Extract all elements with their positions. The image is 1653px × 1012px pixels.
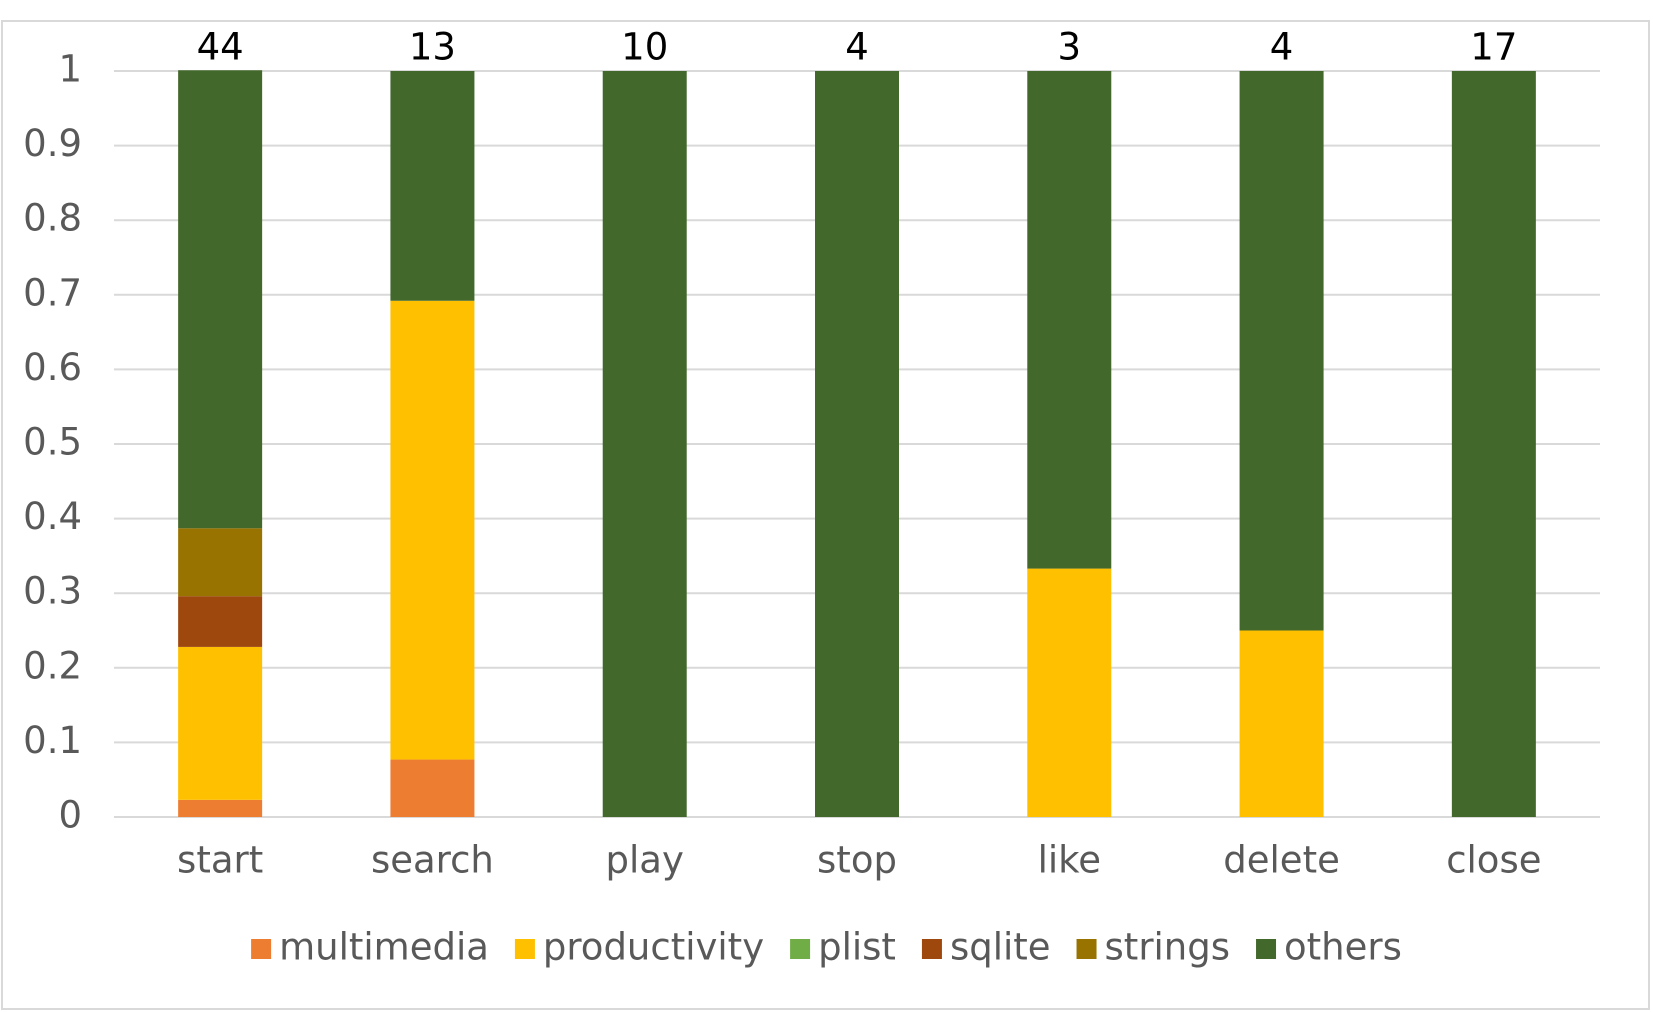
y-tick-label: 0.7: [23, 271, 82, 314]
bar-segment: [178, 646, 263, 800]
y-tick-label: 0.9: [23, 122, 82, 165]
bar-segment: [390, 300, 475, 760]
x-tick-label: delete: [1223, 839, 1340, 882]
total-label: 10: [621, 26, 668, 69]
y-tick-label: 0.4: [23, 495, 82, 538]
legend-swatch: [514, 939, 535, 959]
total-label: 17: [1470, 26, 1517, 69]
y-tick-label: 0.3: [23, 570, 82, 613]
bar-segment: [1027, 71, 1112, 569]
legend-swatch: [1076, 939, 1097, 959]
bar-segment: [1451, 71, 1536, 817]
bar-segment: [1239, 630, 1324, 817]
y-tick-label: 0.6: [23, 346, 82, 389]
bar-segment: [815, 71, 899, 817]
y-tick-label: 0.5: [23, 421, 82, 464]
legend-label: strings: [1105, 926, 1231, 969]
bar-segment: [178, 528, 263, 597]
total-label: 4: [1270, 26, 1294, 69]
legend-label: others: [1284, 926, 1402, 969]
total-label: 13: [409, 26, 456, 69]
legend-swatch: [1256, 939, 1277, 959]
y-tick-label: 0.8: [23, 197, 82, 240]
bar-segment: [178, 70, 263, 529]
legend-swatch: [790, 939, 811, 959]
total-label: 3: [1058, 26, 1082, 69]
bar-segment: [1027, 568, 1112, 817]
total-label: 44: [197, 26, 244, 69]
y-tick-label: 0: [58, 794, 82, 837]
legend-label: plist: [818, 926, 896, 969]
legend-label: productivity: [543, 926, 764, 969]
bar-segment: [178, 596, 263, 647]
legend-swatch: [251, 939, 272, 959]
x-tick-label: search: [371, 839, 494, 882]
bar-segment: [1239, 71, 1324, 631]
legend-label: sqlite: [950, 926, 1051, 969]
x-tick-label: stop: [817, 839, 897, 882]
bar-segment: [390, 759, 475, 817]
x-tick-label: start: [177, 839, 263, 882]
x-tick-label: play: [606, 839, 684, 882]
y-tick-label: 0.2: [23, 644, 82, 687]
total-label: 4: [845, 26, 869, 69]
x-tick-label: close: [1446, 839, 1541, 882]
bar-segment: [178, 799, 263, 817]
legend-swatch: [921, 939, 942, 959]
x-tick-label: like: [1038, 839, 1101, 882]
y-tick-label: 0.1: [23, 719, 82, 762]
y-tick-label: 1: [58, 48, 82, 91]
legend-label: multimedia: [279, 926, 489, 969]
bar-segment: [390, 71, 475, 301]
bar-segment: [602, 71, 687, 817]
